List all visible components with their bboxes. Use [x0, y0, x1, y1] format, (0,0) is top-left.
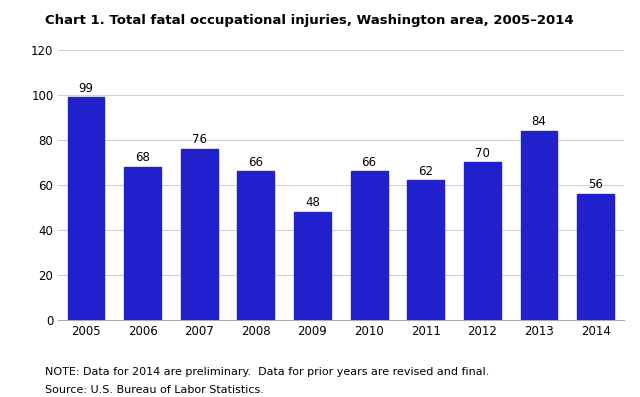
- Text: 99: 99: [79, 82, 93, 94]
- Text: 66: 66: [362, 156, 376, 169]
- Text: 76: 76: [192, 133, 207, 146]
- Bar: [237, 171, 275, 320]
- Bar: [180, 148, 218, 320]
- Bar: [407, 180, 444, 320]
- Text: NOTE: Data for 2014 are preliminary.  Data for prior years are revised and final: NOTE: Data for 2014 are preliminary. Dat…: [45, 367, 489, 377]
- Text: 84: 84: [532, 116, 547, 128]
- Bar: [294, 212, 331, 320]
- Bar: [67, 97, 104, 320]
- Bar: [520, 131, 557, 320]
- Text: 66: 66: [248, 156, 263, 169]
- Text: Chart 1. Total fatal occupational injuries, Washington area, 2005–2014: Chart 1. Total fatal occupational injuri…: [45, 14, 573, 27]
- Bar: [577, 194, 614, 320]
- Bar: [464, 162, 501, 320]
- Text: 70: 70: [475, 147, 490, 160]
- Bar: [351, 171, 388, 320]
- Text: 68: 68: [135, 151, 150, 164]
- Text: Source: U.S. Bureau of Labor Statistics.: Source: U.S. Bureau of Labor Statistics.: [45, 385, 264, 395]
- Text: 62: 62: [419, 165, 433, 178]
- Bar: [124, 167, 161, 320]
- Text: 48: 48: [305, 197, 320, 209]
- Text: 56: 56: [588, 178, 603, 191]
